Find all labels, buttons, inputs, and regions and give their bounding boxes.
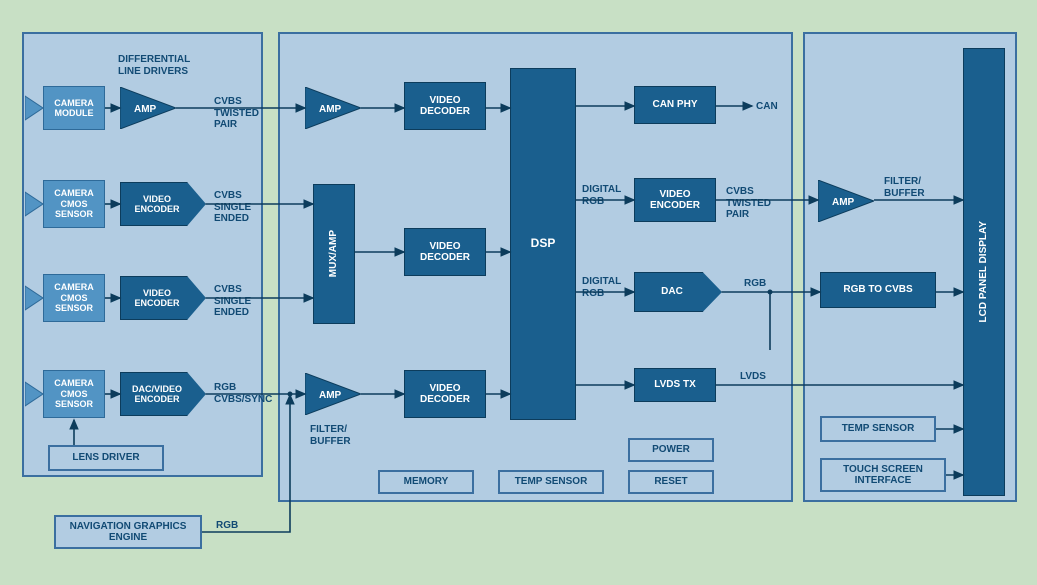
svg-text:AMP: AMP	[319, 104, 342, 115]
label-cvbs-single-ended-1: CVBS SINGLE ENDED	[214, 190, 251, 225]
label-cvbs-twisted-pair-2: CVBS TWISTED PAIR	[726, 186, 771, 221]
block-lcd-panel-display: LCD PANEL DISPLAY	[963, 48, 1005, 496]
block-rgb-to-cvbs: RGB TO CVBS	[820, 272, 936, 308]
label-rgb: RGB	[744, 278, 766, 290]
block-amp-center-1: AMP	[305, 87, 361, 129]
label-lvds: LVDS	[740, 371, 766, 383]
mux-amp-label: MUX/AMP	[328, 230, 340, 277]
camera-lens-icon-2	[25, 188, 43, 220]
block-temp-sensor-right: TEMP SENSOR	[820, 416, 936, 442]
block-reset: RESET	[628, 470, 714, 494]
block-can-phy: CAN PHY	[634, 86, 716, 124]
block-video-decoder-2: VIDEO DECODER	[404, 228, 486, 276]
label-differential-line-drivers: DIFFERENTIAL LINE DRIVERS	[118, 54, 190, 77]
svg-text:AMP: AMP	[319, 390, 342, 401]
camera-lens-icon-1	[25, 92, 43, 124]
block-video-decoder-3: VIDEO DECODER	[404, 370, 486, 418]
label-digital-rgb-1: DIGITAL RGB	[582, 184, 621, 207]
label-cvbs-single-ended-2: CVBS SINGLE ENDED	[214, 284, 251, 319]
svg-text:AMP: AMP	[134, 104, 157, 115]
camera-lens-icon-3	[25, 282, 43, 314]
svg-text:AMP: AMP	[832, 197, 855, 208]
block-amp-right: AMP	[818, 180, 874, 222]
block-camera-cmos-2: CAMERA CMOS SENSOR	[43, 274, 105, 322]
camera-lens-icon-4	[25, 378, 43, 410]
lcd-label: LCD PANEL DISPLAY	[978, 221, 990, 323]
block-memory: MEMORY	[378, 470, 474, 494]
label-filter-buffer-left: FILTER/ BUFFER	[310, 424, 351, 447]
block-navigation-graphics-engine: NAVIGATION GRAPHICS ENGINE	[54, 515, 202, 549]
block-camera-module: CAMERA MODULE	[43, 86, 105, 130]
block-amp-center-3: AMP	[305, 373, 361, 415]
block-temp-sensor-center: TEMP SENSOR	[498, 470, 604, 494]
block-mux-amp: MUX/AMP	[313, 184, 355, 324]
block-lens-driver: LENS DRIVER	[48, 445, 164, 471]
block-camera-cmos-1: CAMERA CMOS SENSOR	[43, 180, 105, 228]
block-lvds-tx: LVDS TX	[634, 368, 716, 402]
block-video-encoder-right: VIDEO ENCODER	[634, 178, 716, 222]
block-video-decoder-1: VIDEO DECODER	[404, 82, 486, 130]
label-rgb-nav: RGB	[216, 520, 238, 532]
label-digital-rgb-2: DIGITAL RGB	[582, 276, 621, 299]
block-touch-screen: TOUCH SCREEN INTERFACE	[820, 458, 946, 492]
label-filter-buffer-right: FILTER/ BUFFER	[884, 176, 925, 199]
block-camera-cmos-3: CAMERA CMOS SENSOR	[43, 370, 105, 418]
block-power: POWER	[628, 438, 714, 462]
label-rgb-cvbs-sync: RGB CVBS/SYNC	[214, 382, 272, 405]
label-cvbs-twisted-pair-1: CVBS TWISTED PAIR	[214, 96, 259, 131]
label-can: CAN	[756, 101, 778, 113]
block-dsp: DSP	[510, 68, 576, 420]
block-amp-left-1: AMP	[120, 87, 176, 129]
